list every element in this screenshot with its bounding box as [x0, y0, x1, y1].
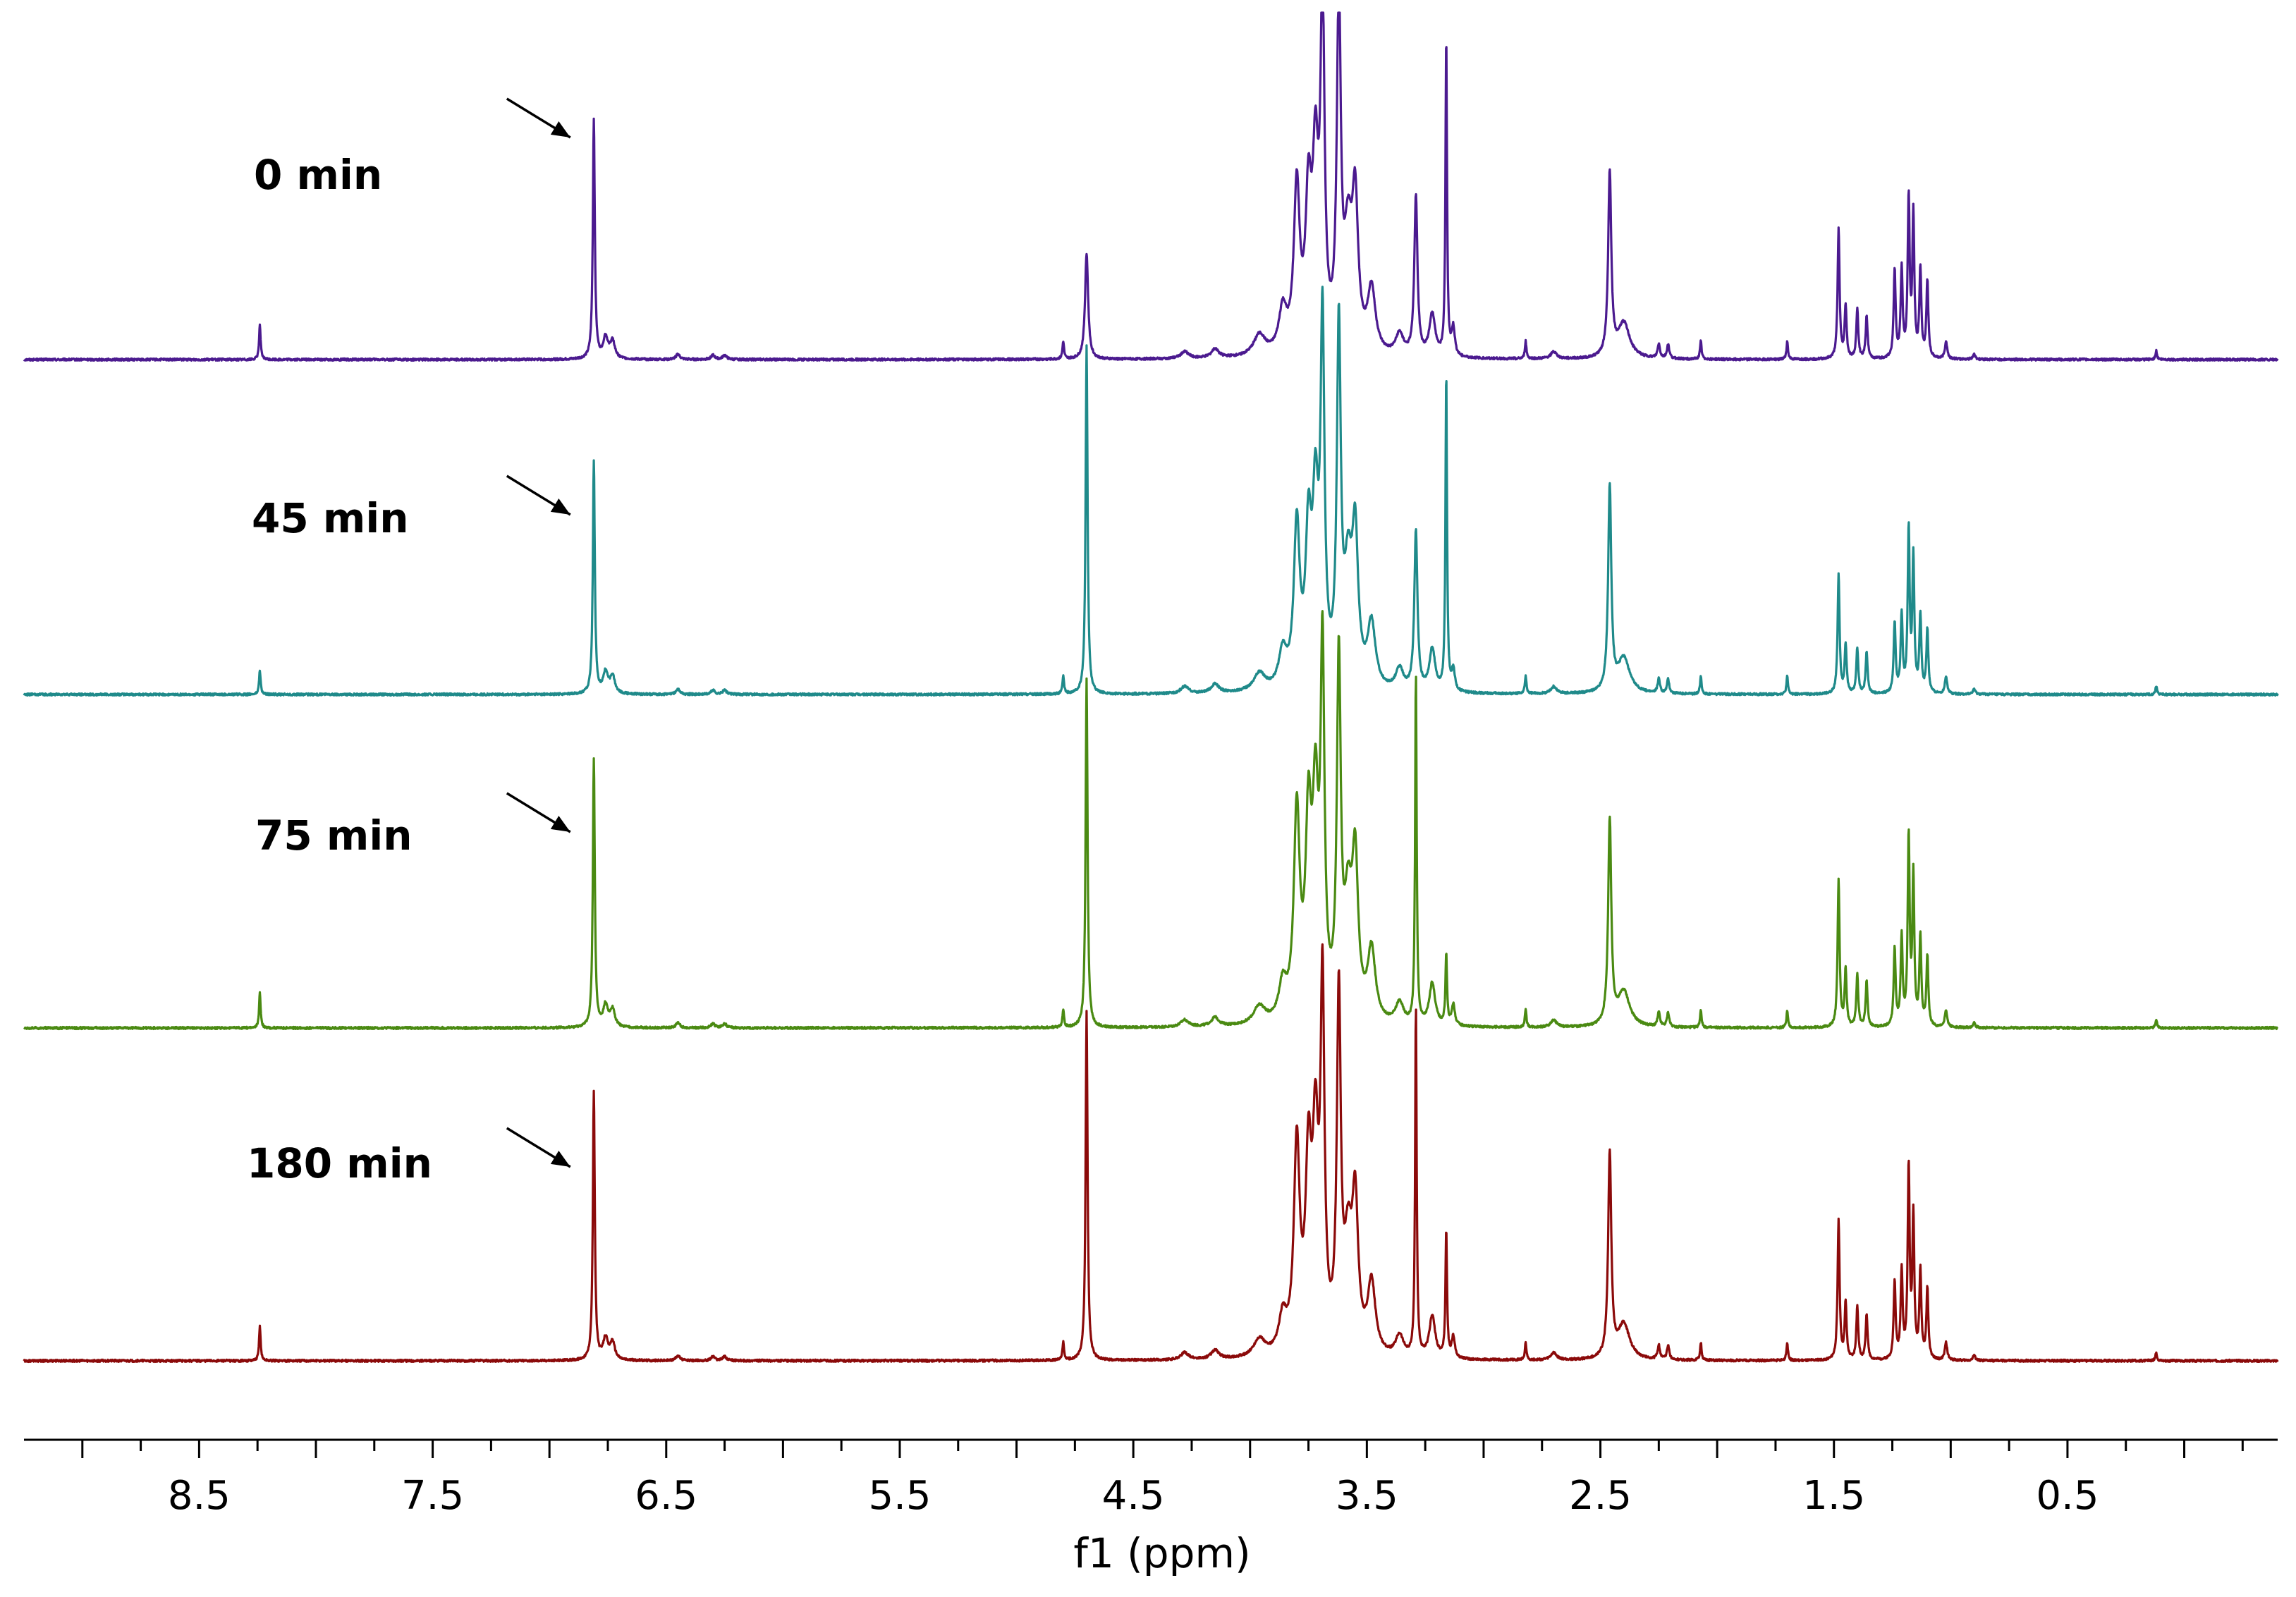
- x-tick-label: 0.5: [2036, 1473, 2099, 1519]
- x-axis-title: f1 (ppm): [1073, 1529, 1250, 1577]
- x-tick-label: 2.5: [1569, 1473, 1632, 1519]
- x-tick-label: 4.5: [1102, 1473, 1165, 1519]
- x-tick-label: 8.5: [168, 1473, 231, 1519]
- x-axis: 8.5 7.5 6.5 5.5 4.5 3.5 2.5 1.5 0.5 f1 (ppm): [24, 1438, 2278, 1577]
- spectrum-traces: [23, 11, 2279, 1364]
- x-tick-label: 5.5: [868, 1473, 931, 1519]
- x-axis-ticks: 8.5 7.5 6.5 5.5 4.5 3.5 2.5 1.5 0.5: [81, 1440, 2244, 1519]
- spectrum-line-75-min: [23, 610, 2279, 1031]
- trace-label: 75 min: [255, 812, 413, 859]
- trace-label: 0 min: [254, 151, 382, 199]
- arrow-icon: [506, 475, 571, 516]
- arrow-icon: [506, 792, 571, 833]
- spectrum-line-180-min: [23, 943, 2279, 1364]
- spectrum-line-0-min: [23, 11, 2279, 362]
- trace-label: 180 min: [247, 1139, 432, 1187]
- x-tick-label: 7.5: [401, 1473, 464, 1519]
- trace-labels: 0 min 45 min 75 min 180 min: [247, 151, 432, 1187]
- x-tick-label: 6.5: [635, 1473, 697, 1519]
- arrow-icon: [506, 97, 571, 139]
- peak-arrows: [506, 97, 571, 1168]
- spectrum-line-45-min: [23, 286, 2279, 697]
- trace-label: 45 min: [252, 494, 409, 542]
- x-tick-label: 1.5: [1802, 1473, 1865, 1519]
- arrow-icon: [506, 1127, 571, 1168]
- x-tick-label: 3.5: [1336, 1473, 1398, 1519]
